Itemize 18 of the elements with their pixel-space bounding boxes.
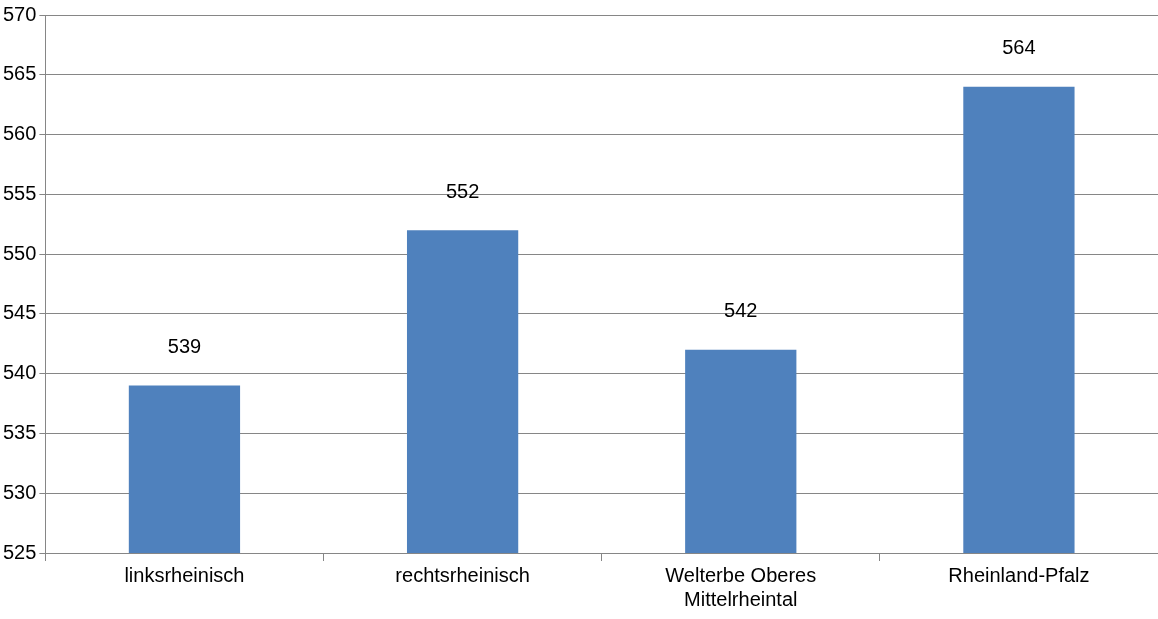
y-tick-label: 535: [2, 420, 37, 443]
y-tick-label: 565: [2, 62, 37, 85]
y-tick-label: 530: [2, 480, 37, 503]
y-tick-label: 540: [2, 361, 37, 384]
data-label: 542: [724, 299, 758, 322]
x-tick-label: rechtsrheinisch: [395, 563, 530, 586]
x-tick-label: Rheinland-Pfalz: [948, 563, 1090, 586]
x-tick-label: linksrheinisch: [124, 563, 245, 586]
y-tick-label: 570: [2, 2, 37, 25]
y-tick-label: 525: [2, 540, 37, 563]
x-tick-label: Welterbe Oberes Mittelrheintal: [665, 563, 817, 610]
y-tick-label: 555: [2, 181, 37, 204]
y-tick-label: 545: [2, 301, 37, 324]
data-label: 552: [445, 179, 480, 202]
data-label: 539: [167, 335, 202, 358]
y-tick-label: 560: [2, 122, 37, 145]
y-tick-label: 550: [2, 241, 37, 264]
data-label: 564: [1002, 36, 1036, 59]
